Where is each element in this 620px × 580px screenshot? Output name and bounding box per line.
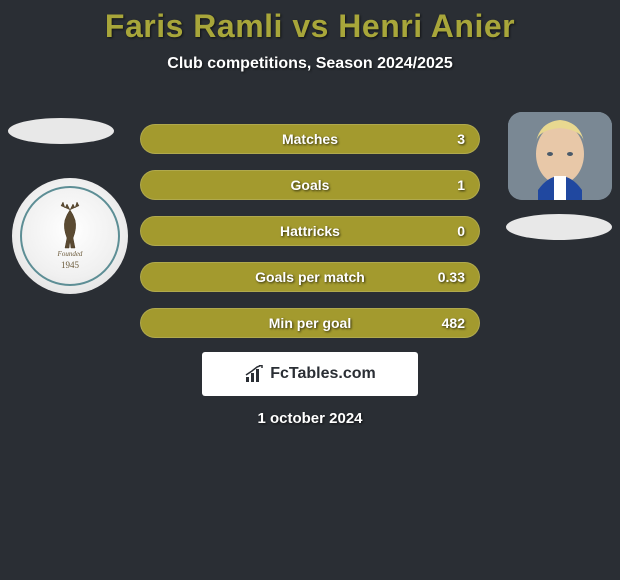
stat-label: Goals: [291, 177, 330, 193]
subtitle: Club competitions, Season 2024/2025: [0, 55, 620, 73]
stat-value: 3: [457, 131, 465, 147]
stat-label: Matches: [282, 131, 338, 147]
right-player-avatar: [508, 112, 612, 200]
brand-text: FcTables.com: [270, 365, 376, 383]
ellipse-placeholder: [506, 214, 612, 240]
club-badge-ring: Founded 1945: [20, 186, 120, 286]
date-text: 1 october 2024: [257, 410, 362, 427]
page-title: Faris Ramli vs Henri Anier: [0, 8, 620, 45]
stat-value: 0.33: [438, 269, 465, 285]
right-club-badge-shadow: [506, 214, 612, 240]
chart-icon: [244, 365, 266, 383]
stat-value: 0: [457, 223, 465, 239]
stat-bar: Goals per match 0.33: [140, 262, 480, 292]
left-club-badge: Founded 1945: [12, 178, 128, 294]
brand-box: FcTables.com: [202, 352, 418, 396]
left-player-avatar-shadow: [8, 118, 114, 144]
stat-value: 482: [442, 315, 465, 331]
stat-bar: Hattricks 0: [140, 216, 480, 246]
stat-label: Hattricks: [280, 223, 340, 239]
player-face-icon: [508, 112, 612, 200]
deer-icon: [43, 200, 97, 254]
stats-bars: Matches 3 Goals 1 Hattricks 0 Goals per …: [140, 124, 480, 354]
stat-bar: Goals 1: [140, 170, 480, 200]
stat-label: Goals per match: [255, 269, 365, 285]
stat-bar: Min per goal 482: [140, 308, 480, 338]
stat-label: Min per goal: [269, 315, 351, 331]
club-founded-label: Founded: [58, 250, 83, 258]
ellipse-placeholder: [8, 118, 114, 144]
club-year: 1945: [61, 260, 79, 270]
stat-value: 1: [457, 177, 465, 193]
stat-bar: Matches 3: [140, 124, 480, 154]
